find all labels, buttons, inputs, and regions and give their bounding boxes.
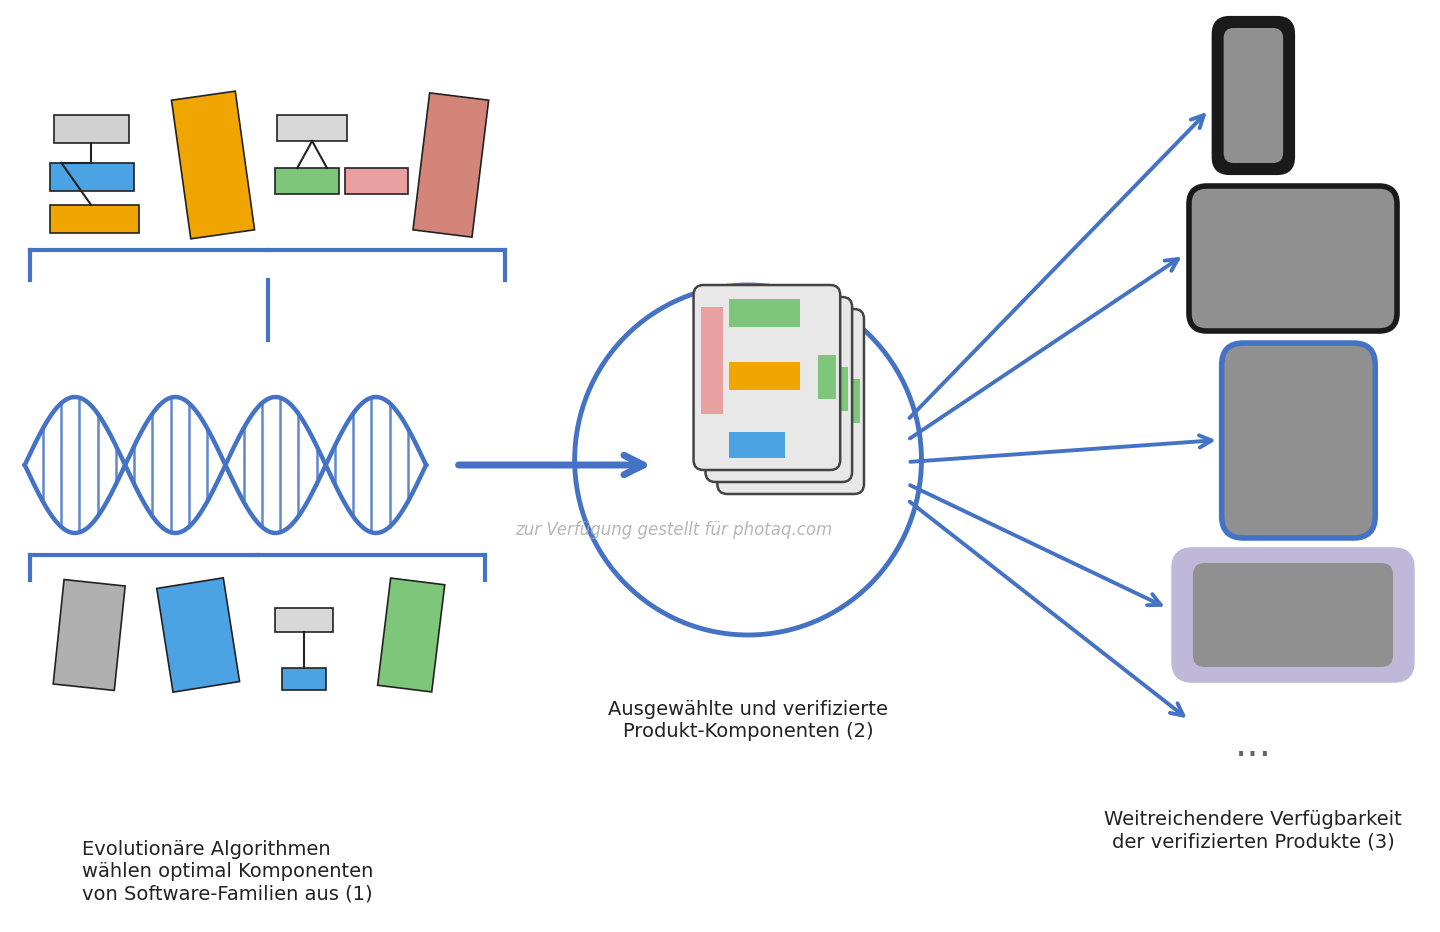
FancyBboxPatch shape	[1224, 28, 1283, 163]
Bar	[742, 311, 812, 339]
Bar	[726, 331, 747, 438]
Bar	[729, 362, 799, 390]
Polygon shape	[157, 578, 239, 692]
FancyBboxPatch shape	[1221, 343, 1375, 538]
Text: Weitreichendere Verfügbarkeit
der verifizierten Produkte (3): Weitreichendere Verfügbarkeit der verifi…	[1104, 810, 1403, 851]
Bar	[49, 205, 138, 233]
FancyBboxPatch shape	[694, 285, 840, 470]
Text: ...: ...	[1234, 726, 1272, 764]
FancyBboxPatch shape	[1189, 186, 1397, 331]
Bar	[49, 163, 134, 191]
Bar	[742, 444, 796, 470]
Bar	[729, 299, 799, 327]
Bar	[701, 307, 723, 414]
Polygon shape	[171, 91, 255, 239]
Bar	[282, 668, 325, 690]
Bar	[753, 456, 808, 482]
Polygon shape	[413, 93, 488, 237]
Bar	[713, 319, 736, 426]
Bar	[55, 115, 128, 143]
Bar	[753, 386, 824, 414]
Text: Ausgewählte und verifizierte
Produkt-Komponenten (2): Ausgewählte und verifizierte Produkt-Kom…	[608, 700, 888, 741]
FancyBboxPatch shape	[1214, 18, 1293, 173]
Bar	[753, 323, 824, 351]
Bar	[278, 115, 347, 141]
Text: zur Verfügung gestellt für photaq.com: zur Verfügung gestellt für photaq.com	[516, 521, 832, 539]
Bar	[831, 367, 848, 411]
Polygon shape	[53, 580, 125, 691]
Bar	[818, 355, 837, 399]
Bar	[275, 168, 338, 194]
Bar	[842, 379, 860, 423]
FancyBboxPatch shape	[1192, 563, 1392, 667]
FancyBboxPatch shape	[1237, 358, 1361, 523]
Bar	[742, 374, 812, 402]
Bar	[344, 168, 408, 194]
FancyBboxPatch shape	[717, 309, 864, 494]
FancyBboxPatch shape	[706, 297, 852, 482]
FancyBboxPatch shape	[1174, 550, 1411, 680]
Polygon shape	[377, 578, 445, 692]
Text: Evolutionäre Algorithmen
wählen optimal Komponenten
von Software-Familien aus (1: Evolutionäre Algorithmen wählen optimal …	[82, 840, 373, 903]
FancyBboxPatch shape	[1205, 200, 1381, 317]
Bar	[729, 432, 785, 458]
Bar	[275, 608, 333, 632]
